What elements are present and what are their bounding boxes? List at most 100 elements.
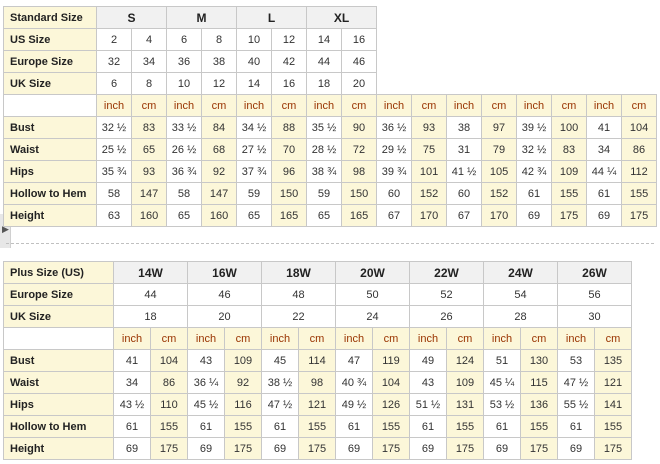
measurement-label: Hollow to Hem — [3, 182, 97, 205]
size-header: 22W — [409, 261, 484, 284]
measurement-cell: 160 — [130, 204, 168, 227]
measurement-cell: 67 — [446, 204, 483, 227]
measurement-label: Bust — [3, 349, 114, 372]
header-row: Plus Size (US) 14W 16W 18W 20W 22W 24W 26W — [3, 261, 632, 284]
measurement-cell: 35 ¾ — [96, 160, 132, 183]
measurement-cell: 47 — [335, 349, 373, 372]
measurement-cell: 155 — [224, 415, 262, 438]
size-cell: 44 — [306, 50, 343, 73]
measurement-cell: 121 — [594, 371, 632, 394]
measurement-row: Hollow to Hem 58 147 58 147 59 150 59 150 60 152 60… — [3, 182, 658, 205]
unit-label: cm — [372, 327, 410, 350]
measurement-cell: 136 — [520, 393, 558, 416]
unit-label: cm — [271, 94, 308, 117]
measurement-cell: 25 ½ — [96, 138, 132, 161]
measurement-cell: 38 ½ — [261, 371, 299, 394]
measurement-cell: 53 ½ — [483, 393, 521, 416]
measurement-cell: 70 — [271, 138, 308, 161]
size-cell: 18 — [306, 72, 343, 95]
size-cell: 4 — [130, 28, 168, 51]
measurement-cell: 67 — [376, 204, 413, 227]
measurement-cell: 92 — [201, 160, 238, 183]
measurement-cell: 83 — [551, 138, 588, 161]
measurement-cell: 41 — [586, 116, 623, 139]
size-header: M — [166, 6, 238, 29]
europe-size-row: Europe Size 44 46 48 50 52 54 56 — [3, 283, 632, 306]
measurement-cell: 45 ½ — [187, 393, 225, 416]
measurement-cell: 36 ¾ — [166, 160, 203, 183]
size-header: S — [95, 6, 168, 29]
measurement-label: Bust — [3, 116, 97, 139]
measurement-row: Waist 25 ½ 65 26 ½ 68 27 ½ 70 28 ½ 72 29 ½ 75 31 79 3… — [3, 138, 658, 161]
header-row: Standard Size S M L XL — [3, 6, 657, 29]
measurement-cell: 93 — [130, 160, 168, 183]
measurement-cell: 47 ½ — [557, 371, 595, 394]
measurement-cell: 43 — [409, 371, 447, 394]
measurement-row: Height 69 175 69 175 69 175 69 175 69 175 69 175 69 17… — [3, 437, 632, 460]
measurement-cell: 58 — [96, 182, 132, 205]
measurement-cell: 98 — [341, 160, 378, 183]
measurement-cell: 160 — [201, 204, 238, 227]
measurement-cell: 116 — [224, 393, 262, 416]
measurement-label: Waist — [3, 371, 114, 394]
unit-label: cm — [594, 327, 632, 350]
measurement-cell: 124 — [446, 349, 484, 372]
size-cell: 8 — [130, 72, 168, 95]
size-cell: 34 — [130, 50, 168, 73]
measurement-cell: 69 — [516, 204, 553, 227]
measurement-cell: 61 — [261, 415, 299, 438]
measurement-cell: 34 ½ — [236, 116, 273, 139]
measurement-cell: 110 — [150, 393, 188, 416]
size-header: 26W — [557, 261, 632, 284]
size-cell: 12 — [201, 72, 238, 95]
measurement-cell: 79 — [481, 138, 518, 161]
size-cell: 50 — [335, 283, 410, 306]
unit-label: cm — [520, 327, 558, 350]
side-panel-handle[interactable]: ▶ — [0, 214, 11, 248]
measurement-cell: 147 — [130, 182, 168, 205]
table-divider — [6, 243, 654, 244]
measurement-cell: 175 — [372, 437, 410, 460]
measurement-cell: 101 — [411, 160, 448, 183]
measurement-cell: 155 — [372, 415, 410, 438]
unit-label: cm — [551, 94, 588, 117]
size-cell: 10 — [236, 28, 273, 51]
measurement-cell: 51 — [483, 349, 521, 372]
measurement-row: Height 63 160 65 160 65 165 65 165 67 170 67 170 69 17… — [3, 204, 658, 227]
europe-size-label: Europe Size — [3, 283, 114, 306]
unit-label: inch — [483, 327, 521, 350]
unit-label: inch — [96, 94, 132, 117]
measurement-cell: 126 — [372, 393, 410, 416]
measurement-cell: 121 — [298, 393, 336, 416]
measurement-cell: 97 — [481, 116, 518, 139]
measurement-cell: 53 — [557, 349, 595, 372]
unit-label: cm — [298, 327, 336, 350]
unit-label: cm — [130, 94, 168, 117]
measurement-cell: 75 — [411, 138, 448, 161]
measurement-cell: 38 ¾ — [306, 160, 343, 183]
uk-size-label: UK Size — [3, 72, 97, 95]
size-cell: 6 — [166, 28, 203, 51]
measurement-cell: 32 ½ — [516, 138, 553, 161]
uk-size-row: UK Size 18 20 22 24 26 28 30 — [3, 305, 632, 328]
measurement-cell: 41 — [113, 349, 151, 372]
measurement-cell: 69 — [557, 437, 595, 460]
measurement-label: Waist — [3, 138, 97, 161]
size-cell: 28 — [483, 305, 558, 328]
measurement-cell: 47 ½ — [261, 393, 299, 416]
size-cell: 10 — [166, 72, 203, 95]
measurement-cell: 92 — [224, 371, 262, 394]
measurement-cell: 155 — [298, 415, 336, 438]
size-cell: 56 — [557, 283, 632, 306]
size-cell: 44 — [113, 283, 188, 306]
measurement-cell: 152 — [481, 182, 518, 205]
measurement-cell: 69 — [483, 437, 521, 460]
measurement-row: Hollow to Hem 61 155 61 155 61 155 61 155 61 155 61… — [3, 415, 632, 438]
measurement-cell: 165 — [271, 204, 308, 227]
measurement-cell: 65 — [236, 204, 273, 227]
measurement-cell: 34 — [113, 371, 151, 394]
measurement-cell: 44 ¼ — [586, 160, 623, 183]
measurement-cell: 59 — [306, 182, 343, 205]
measurement-cell: 83 — [130, 116, 168, 139]
